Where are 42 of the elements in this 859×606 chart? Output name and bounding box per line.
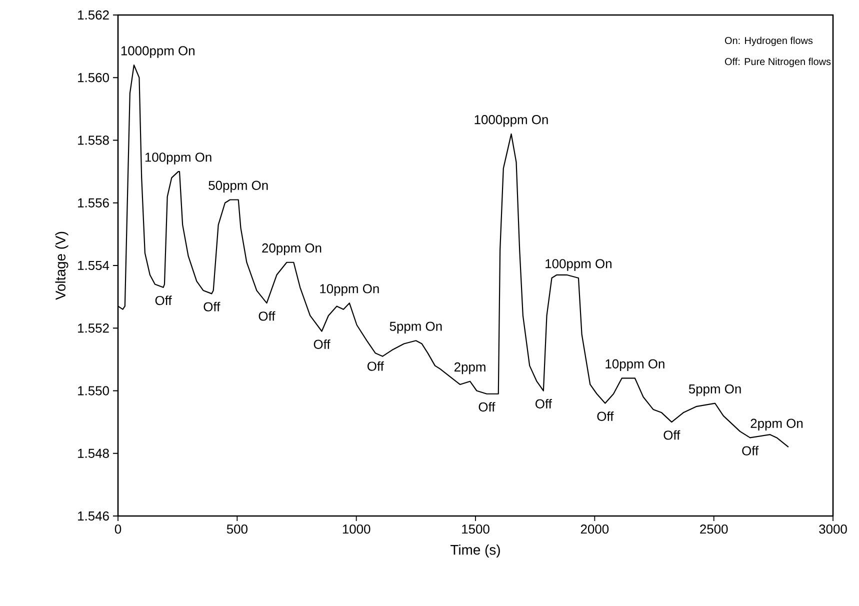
- x-tick-label: 3000: [819, 524, 847, 534]
- annotation: 100ppm On: [546, 259, 612, 271]
- annotation: 20ppm On: [262, 243, 322, 256]
- x-tick-label: 0: [114, 524, 122, 534]
- annotation: 10ppm On: [320, 284, 379, 296]
- annotation: Off: Pure Nitrogen flows: [725, 58, 831, 68]
- annotation: 5ppm On: [688, 384, 741, 396]
- y-tick-label: 1.562: [78, 10, 109, 20]
- annotation: 100ppm On: [145, 152, 212, 164]
- x-tick-label: 1000: [342, 524, 370, 534]
- x-tick-label: 2000: [580, 524, 609, 534]
- annotation: 1000ppm On: [474, 115, 548, 127]
- y-tick-label: 1.548: [78, 448, 109, 458]
- annotation: Off: [478, 402, 496, 412]
- y-axis-title: Voltage (V): [55, 232, 68, 300]
- annotation: 50ppm On: [208, 180, 268, 193]
- annotation: Off: [536, 398, 552, 408]
- y-tick-label: 1.556: [78, 198, 109, 208]
- annotation: 10ppm On: [606, 359, 664, 372]
- annotation: Off: [742, 446, 759, 456]
- annotation: Off: [204, 302, 220, 312]
- y-tick-label: 1.546: [78, 511, 109, 521]
- x-tick-label: 2500: [700, 524, 728, 534]
- y-tick-label: 1.558: [78, 136, 109, 145]
- annotation: 2ppm On: [750, 418, 803, 431]
- annotation: Off: [258, 311, 276, 321]
- y-tick-label: 1.560: [78, 73, 109, 82]
- annotation: Off: [664, 430, 680, 440]
- y-tick-label: 1.552: [78, 324, 109, 333]
- x-axis-title: Time (s): [450, 544, 500, 558]
- annotation: Off: [597, 411, 614, 421]
- annotation: Off: [155, 296, 172, 306]
- annotation: 5ppm On: [390, 322, 442, 334]
- annotation: On: Hydrogen flows: [725, 36, 813, 46]
- annotation: Off: [367, 361, 384, 371]
- y-tick-label: 1.550: [78, 386, 109, 396]
- annotation: Off: [314, 339, 330, 349]
- x-tick-label: 500: [226, 524, 248, 534]
- x-tick-label: 1500: [462, 524, 490, 534]
- annotation: 1000ppm On: [121, 46, 194, 58]
- annotation: 2ppm: [454, 362, 486, 374]
- y-tick-label: 1.554: [78, 260, 110, 270]
